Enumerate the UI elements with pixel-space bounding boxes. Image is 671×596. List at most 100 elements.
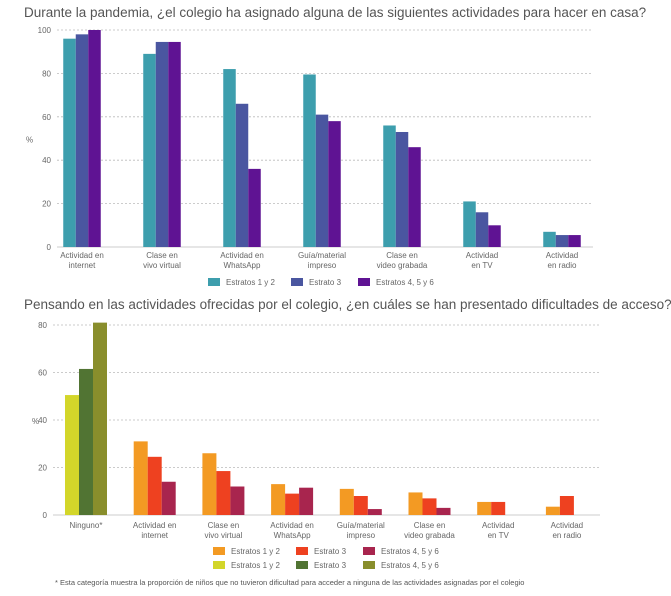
chart-title: Pensando en las actividades ofrecidas po…	[24, 297, 671, 312]
bar	[299, 487, 314, 515]
bar	[147, 456, 162, 515]
y-tick-label: 20	[42, 200, 51, 209]
bar	[408, 492, 423, 515]
x-tick-label: Clase en	[208, 521, 240, 530]
x-tick-label: Actividad en	[133, 521, 177, 530]
bar	[568, 235, 581, 247]
bar	[155, 41, 169, 248]
bar	[367, 509, 382, 515]
chart-title: Durante la pandemia, ¿el colegio ha asig…	[24, 5, 646, 20]
bar	[422, 498, 437, 515]
bar	[216, 471, 231, 515]
x-tick-label: Actividad	[546, 251, 578, 260]
y-tick-label: 100	[38, 26, 52, 35]
y-axis-label: %	[26, 136, 33, 145]
legend-swatch	[363, 547, 375, 555]
bar	[395, 131, 409, 247]
bar	[93, 322, 107, 515]
x-tick-label: Actividad en	[220, 251, 264, 260]
x-tick-label: impreso	[347, 531, 376, 540]
x-tick-label: Clase en	[386, 251, 418, 260]
bar	[202, 453, 217, 515]
x-tick-label: vivo virtual	[205, 531, 243, 540]
legend-label: Estratos 4, 5 y 6	[381, 547, 439, 556]
footnote: * Esta categoría muestra la proporción d…	[55, 578, 524, 587]
bar	[436, 507, 451, 515]
x-tick-label: video grabada	[377, 261, 428, 270]
x-tick-label: Actividad	[466, 251, 498, 260]
bar	[63, 38, 76, 248]
y-tick-label: 0	[47, 243, 52, 252]
x-tick-label: Ninguno*	[70, 521, 103, 530]
legend-swatch	[291, 278, 303, 286]
legend-label: Estratos 1 y 2	[231, 547, 280, 556]
x-tick-label: en radio	[548, 261, 577, 270]
bar	[543, 231, 556, 247]
bar	[303, 74, 316, 247]
bar	[75, 34, 89, 248]
legend-swatch	[363, 561, 375, 569]
legend-swatch	[213, 561, 225, 569]
bar	[248, 168, 261, 247]
x-tick-label: impreso	[308, 261, 337, 270]
x-tick-label: internet	[69, 261, 96, 270]
x-tick-label: Actividad en	[270, 521, 314, 530]
y-tick-label: 80	[42, 69, 51, 78]
bar	[408, 147, 421, 247]
legend-swatch	[296, 547, 308, 555]
bar	[353, 496, 368, 515]
legend-swatch	[358, 278, 370, 286]
bar	[223, 69, 236, 247]
legend-label: Estratos 4, 5 y 6	[381, 561, 439, 570]
bar	[79, 368, 93, 515]
x-tick-label: Clase en	[146, 251, 178, 260]
bar	[168, 41, 181, 248]
x-tick-label: Actividad	[482, 521, 514, 530]
x-tick-label: Guía/material	[298, 251, 346, 260]
y-tick-label: 20	[38, 464, 47, 473]
bar	[88, 30, 101, 247]
x-tick-label: WhatsApp	[274, 531, 311, 540]
bar	[555, 235, 569, 247]
x-tick-label: WhatsApp	[224, 261, 261, 270]
y-tick-label: 60	[42, 113, 51, 122]
legend-label: Estratos 4, 5 y 6	[376, 278, 434, 287]
bar	[143, 53, 156, 248]
bar	[559, 496, 574, 515]
y-axis-label: %	[32, 417, 39, 426]
x-tick-label: vivo virtual	[143, 261, 181, 270]
y-tick-label: 80	[38, 321, 47, 330]
bar	[488, 225, 501, 247]
bar	[133, 441, 148, 515]
legend-label: Estratos 1 y 2	[231, 561, 280, 570]
bar	[235, 103, 249, 247]
x-tick-label: Guía/material	[337, 521, 385, 530]
bar	[463, 201, 476, 247]
legend-label: Estrato 3	[309, 278, 342, 287]
bar	[383, 125, 396, 247]
bar	[328, 121, 341, 247]
bar	[339, 488, 354, 515]
bar	[285, 493, 300, 515]
legend-swatch	[296, 561, 308, 569]
bar	[545, 506, 560, 515]
bar	[475, 212, 489, 247]
bar	[271, 484, 286, 515]
y-tick-label: 40	[38, 416, 47, 425]
x-tick-label: en TV	[488, 531, 510, 540]
x-tick-label: Actividad	[551, 521, 583, 530]
x-tick-label: en radio	[552, 531, 581, 540]
legend-label: Estrato 3	[314, 547, 347, 556]
bar	[491, 501, 506, 515]
legend-swatch	[213, 547, 225, 555]
bar	[65, 395, 79, 515]
bar	[477, 501, 492, 515]
x-tick-label: en TV	[471, 261, 493, 270]
y-tick-label: 60	[38, 369, 47, 378]
legend-swatch	[208, 278, 220, 286]
x-tick-label: internet	[141, 531, 168, 540]
x-tick-label: Actividad en	[60, 251, 104, 260]
bar	[161, 481, 176, 515]
y-tick-label: 0	[43, 511, 48, 520]
